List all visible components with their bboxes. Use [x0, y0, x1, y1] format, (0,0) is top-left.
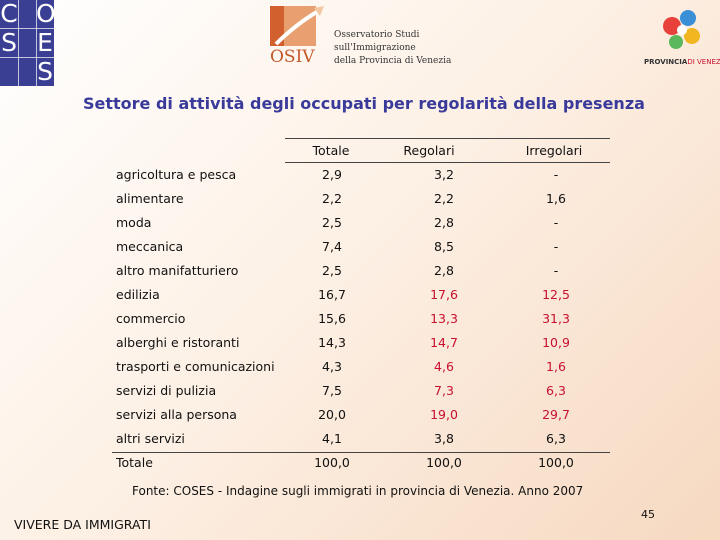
table-top-rule	[285, 138, 610, 139]
cell-irregolari: 6,3	[546, 383, 566, 398]
row-label: meccanica	[116, 239, 184, 254]
logo-letter: S	[1, 28, 17, 57]
cell-regolari: 2,2	[434, 191, 454, 206]
cell-regolari: 3,8	[434, 431, 454, 446]
row-label: trasporti e comunicazioni	[116, 359, 275, 374]
coses-logo: C O S E S	[0, 0, 56, 86]
table-row: alberghi e ristoranti 14,3 14,7 10,9	[0, 335, 720, 359]
cell-irregolari: 10,9	[542, 335, 570, 350]
table-row: altri servizi 4,1 3,8 6,3	[0, 431, 720, 455]
header-irregolari: Irregolari	[525, 143, 583, 158]
row-label: agricoltura e pesca	[116, 167, 237, 182]
table-row: alimentare 2,2 2,2 1,6	[0, 191, 720, 215]
row-label: alimentare	[116, 191, 184, 206]
table-row: altro manifatturiero 2,5 2,8 -	[0, 263, 720, 287]
table-row: servizi alla persona 20,0 19,0 29,7	[0, 407, 720, 431]
table-header-rule	[285, 162, 610, 163]
table-row: edilizia 16,7 17,6 12,5	[0, 287, 720, 311]
cell-totale: 20,0	[318, 407, 346, 422]
cell-irregolari: 12,5	[542, 287, 570, 302]
table-row: servizi di pulizia 7,5 7,3 6,3	[0, 383, 720, 407]
cell-irregolari: 31,3	[542, 311, 570, 326]
cell-regolari: 4,6	[434, 359, 454, 374]
cell-totale: 4,3	[322, 359, 342, 374]
row-label: alberghi e ristoranti	[116, 335, 240, 350]
provincia-logo: PROVINCIADI VENEZIA	[644, 4, 720, 68]
row-label: altri servizi	[116, 431, 185, 446]
row-label: servizi alla persona	[116, 407, 237, 422]
cell-irregolari: 1,6	[546, 191, 566, 206]
cell-regolari: 19,0	[430, 407, 458, 422]
osiv-line: sull'Immigrazione	[334, 43, 416, 53]
cell-totale: 2,9	[322, 167, 342, 182]
logo-letter: O	[36, 0, 56, 28]
cell-totale: 15,6	[318, 311, 346, 326]
table-row: Totale 100,0 100,0 100,0	[0, 455, 720, 479]
osiv-word: OSIV	[270, 47, 315, 67]
cell-irregolari: -	[553, 239, 559, 254]
cell-totale: 16,7	[318, 287, 346, 302]
cell-irregolari: -	[553, 167, 559, 182]
source-note: Fonte: COSES - Indagine sugli immigrati …	[132, 484, 584, 498]
osiv-line: della Provincia di Venezia	[334, 56, 452, 66]
cell-regolari: 8,5	[434, 239, 454, 254]
cell-regolari: 2,8	[434, 215, 454, 230]
logo-letter: E	[37, 28, 53, 57]
row-label: Totale	[116, 455, 153, 470]
cell-regolari: 7,3	[434, 383, 454, 398]
row-label: commercio	[116, 311, 186, 326]
cell-regolari: 3,2	[434, 167, 454, 182]
cell-totale: 2,2	[322, 191, 342, 206]
logo-letter: C	[0, 0, 18, 28]
cell-totale: 100,0	[314, 455, 350, 470]
footer-title: VIVERE DA IMMIGRATI	[14, 517, 151, 532]
cell-irregolari: 100,0	[538, 455, 574, 470]
row-label: edilizia	[116, 287, 160, 302]
cell-totale: 7,4	[322, 239, 342, 254]
table-row: agricoltura e pesca 2,9 3,2 -	[0, 167, 720, 191]
cell-irregolari: 1,6	[546, 359, 566, 374]
cell-totale: 4,1	[322, 431, 342, 446]
cell-totale: 14,3	[318, 335, 346, 350]
provincia-label: PROVINCIADI VENEZIA	[644, 58, 720, 66]
row-label: altro manifatturiero	[116, 263, 239, 278]
header-totale: Totale	[312, 143, 350, 158]
page-number: 45	[641, 508, 655, 521]
cell-totale: 7,5	[322, 383, 342, 398]
cell-regolari: 2,8	[434, 263, 454, 278]
cell-regolari: 14,7	[430, 335, 458, 350]
cell-regolari: 17,6	[430, 287, 458, 302]
cell-regolari: 13,3	[430, 311, 458, 326]
page-title: Settore di attività degli occupati per r…	[83, 94, 645, 113]
cell-irregolari: 29,7	[542, 407, 570, 422]
osiv-line: Osservatorio Studi	[334, 30, 420, 40]
osiv-logo: OSIV Osservatorio Studi sull'Immigrazion…	[262, 4, 452, 68]
table-row: commercio 15,6 13,3 31,3	[0, 311, 720, 335]
table-row: trasporti e comunicazioni 4,3 4,6 1,6	[0, 359, 720, 383]
table-row: moda 2,5 2,8 -	[0, 215, 720, 239]
cell-regolari: 100,0	[426, 455, 462, 470]
header-regolari: Regolari	[403, 143, 455, 158]
table-row: meccanica 7,4 8,5 -	[0, 239, 720, 263]
osiv-emblem-icon	[270, 6, 324, 46]
cell-totale: 2,5	[322, 263, 342, 278]
cell-irregolari: -	[553, 263, 559, 278]
cell-irregolari: -	[553, 215, 559, 230]
table-total-rule	[112, 452, 610, 453]
cell-irregolari: 6,3	[546, 431, 566, 446]
row-label: servizi di pulizia	[116, 383, 217, 398]
row-label: moda	[116, 215, 152, 230]
logo-letter: S	[37, 57, 53, 86]
cell-totale: 2,5	[322, 215, 342, 230]
provincia-emblem-icon	[663, 10, 700, 49]
